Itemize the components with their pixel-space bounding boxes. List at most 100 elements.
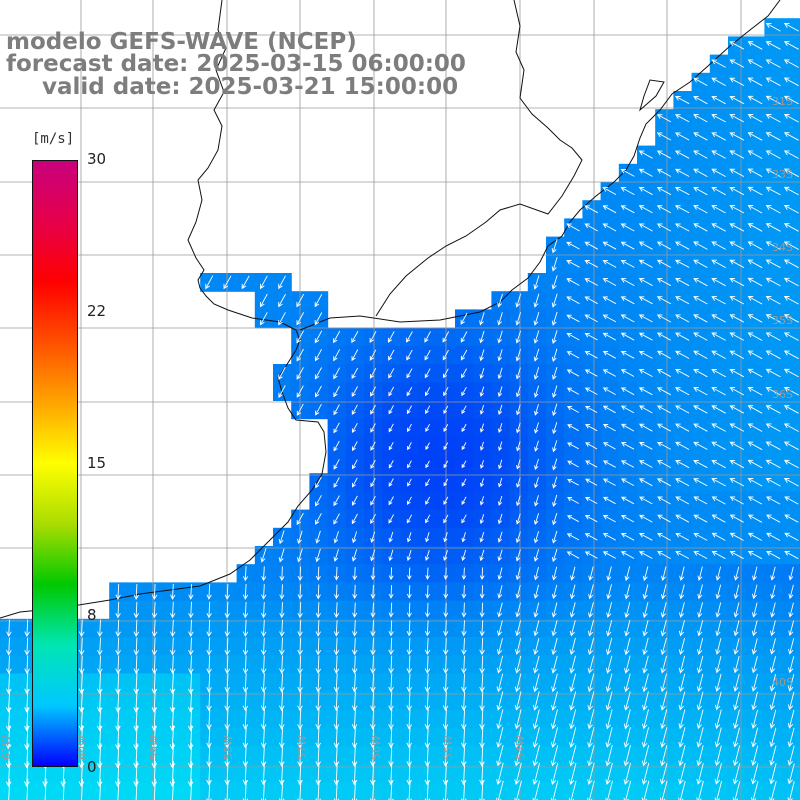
- wind-arrow: [460, 726, 467, 749]
- wind-arrow: [623, 780, 632, 800]
- wind-arrow: [497, 477, 503, 488]
- wind-arrow: [783, 77, 799, 87]
- wind-arrow: [479, 602, 485, 618]
- wind-arrow: [242, 601, 249, 619]
- wind-arrow: [443, 405, 449, 415]
- wind-arrow: [747, 332, 763, 341]
- wind-arrow: [642, 673, 649, 693]
- wind-arrow: [424, 368, 431, 379]
- wind-arrow: [693, 132, 708, 141]
- wind-arrow: [496, 620, 503, 637]
- wind-arrow: [515, 567, 521, 581]
- wind-arrow: [711, 350, 726, 359]
- wind-arrow: [602, 478, 616, 486]
- wind-arrow: [729, 77, 745, 86]
- wind-arrow: [333, 655, 340, 674]
- wind-arrow: [584, 332, 598, 341]
- wind-arrow: [278, 726, 285, 749]
- wind-arrow: [297, 619, 303, 637]
- wind-arrow: [747, 132, 763, 141]
- wind-arrow: [551, 366, 558, 381]
- wind-arrow: [766, 496, 781, 505]
- wind-arrow: [693, 460, 708, 469]
- wind-arrow: [406, 620, 412, 637]
- wind-arrow: [747, 168, 763, 178]
- wind-arrow: [660, 584, 667, 600]
- wind-arrow: [315, 548, 321, 563]
- wind-arrow: [388, 531, 394, 543]
- wind-arrow: [515, 549, 521, 562]
- wind-arrow: [187, 760, 194, 787]
- wind-arrow: [711, 168, 726, 177]
- wind-arrow: [788, 602, 794, 618]
- wind-arrow: [224, 637, 231, 656]
- wind-arrow: [729, 514, 744, 523]
- wind-arrow: [747, 314, 763, 323]
- wind-arrow: [260, 762, 267, 786]
- wind-arrow: [569, 709, 577, 730]
- wind-arrow: [770, 584, 776, 600]
- wind-arrow: [6, 619, 12, 638]
- wind-arrow: [729, 441, 745, 450]
- wind-arrow: [747, 459, 763, 469]
- wind-arrow: [602, 223, 617, 232]
- wind-arrow: [638, 369, 653, 377]
- wind-arrow: [638, 387, 653, 396]
- wind-arrow: [605, 709, 613, 730]
- wind-arrow: [783, 459, 799, 469]
- wind-arrow: [407, 496, 412, 506]
- wind-arrow: [729, 41, 745, 50]
- wind-arrow: [769, 763, 777, 785]
- wind-arrow: [624, 602, 631, 619]
- wind-arrow: [568, 744, 577, 767]
- wind-arrow: [279, 602, 285, 619]
- wind-arrow: [5, 707, 12, 732]
- wind-arrow: [278, 293, 286, 308]
- wind-arrow: [765, 478, 781, 487]
- wind-arrow: [751, 584, 758, 600]
- wind-arrow: [533, 513, 540, 525]
- wind-arrow: [133, 760, 139, 787]
- wind-arrow: [388, 762, 394, 786]
- wind-arrow: [620, 259, 635, 268]
- wind-arrow: [714, 691, 722, 711]
- wind-arrow: [569, 602, 576, 618]
- wind-arrow: [333, 602, 340, 619]
- wind-arrow: [388, 496, 394, 506]
- field-cell: [782, 182, 800, 201]
- wind-arrow: [497, 367, 503, 380]
- wind-arrow: [783, 332, 799, 341]
- wind-arrow: [369, 367, 377, 379]
- wind-arrow: [696, 673, 704, 693]
- wind-arrow: [641, 762, 650, 785]
- wind-arrow: [461, 585, 467, 599]
- wind-arrow: [678, 745, 686, 767]
- wind-arrow: [656, 387, 672, 396]
- wind-arrow: [242, 637, 249, 656]
- wind-arrow: [642, 637, 649, 656]
- wind-arrow: [566, 351, 580, 359]
- wind-arrow: [675, 350, 690, 359]
- wind-arrow: [297, 530, 303, 544]
- wind-arrow: [711, 441, 726, 450]
- wind-arrow: [675, 423, 690, 432]
- wind-arrow: [747, 478, 763, 487]
- wind-arrow: [674, 114, 690, 123]
- lat-label: 33S: [772, 168, 793, 181]
- wind-arrow: [675, 278, 690, 287]
- wind-arrow: [261, 566, 267, 582]
- wind-arrow: [747, 532, 763, 541]
- wind-arrow: [443, 549, 448, 562]
- wind-arrow: [370, 441, 376, 451]
- wind-arrow: [696, 745, 704, 767]
- wind-arrow: [479, 762, 485, 786]
- wind-arrow: [370, 423, 376, 433]
- wind-arrow: [406, 386, 413, 397]
- wind-arrow: [783, 132, 799, 141]
- field-cell: [782, 127, 800, 147]
- wind-arrow: [693, 387, 708, 396]
- wind-arrow: [351, 762, 358, 786]
- wind-arrow: [765, 423, 781, 432]
- wind-arrow: [406, 567, 412, 580]
- wind-arrow: [642, 655, 649, 674]
